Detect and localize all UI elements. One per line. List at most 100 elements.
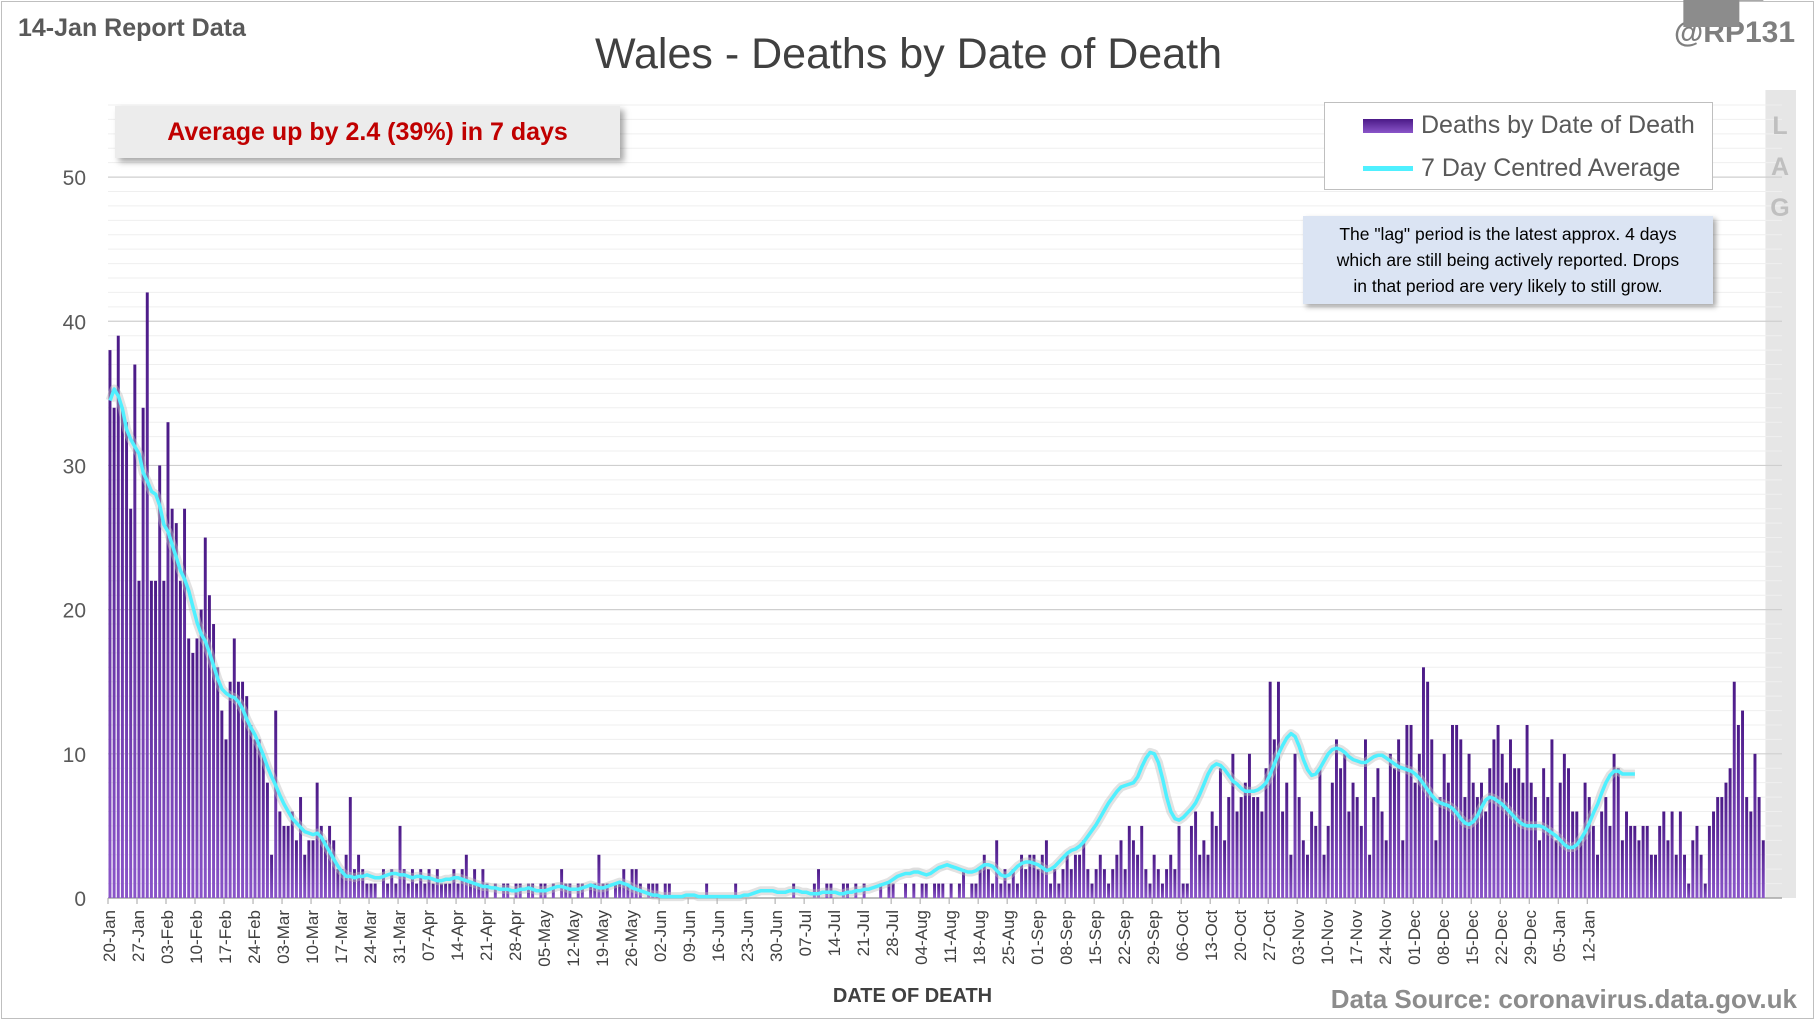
death-bar	[655, 883, 659, 898]
death-bar	[158, 465, 162, 898]
death-bar	[170, 508, 174, 898]
average-change-callout: Average up by 2.4 (39%) in 7 days	[115, 106, 620, 158]
death-bar	[1604, 797, 1608, 898]
death-bar	[1156, 869, 1160, 898]
last-average-value: 9	[1707, 0, 1716, 4]
death-bar	[560, 869, 564, 898]
death-bar	[1384, 840, 1388, 898]
death-bar	[1413, 782, 1417, 898]
x-tick-label: 08-Sep	[1057, 910, 1076, 965]
death-bar	[1165, 869, 1169, 898]
death-bar	[348, 797, 352, 898]
death-bar	[1198, 854, 1202, 898]
death-bar	[1260, 811, 1264, 898]
death-bar	[468, 883, 472, 898]
death-bar	[493, 883, 497, 898]
death-bar	[1181, 883, 1185, 898]
death-bar	[1645, 825, 1649, 898]
y-tick-label: 10	[63, 744, 86, 767]
legend-line-swatch	[1363, 166, 1413, 171]
death-bar	[1666, 840, 1670, 898]
death-bar	[1405, 724, 1409, 898]
death-bar	[1463, 797, 1467, 898]
y-tick-label: 50	[63, 167, 86, 190]
x-tick-label: 29-Sep	[1144, 910, 1163, 965]
death-bar	[1707, 825, 1711, 898]
death-bar	[410, 869, 414, 898]
x-tick-label: 10-Mar	[303, 910, 322, 964]
death-bar	[232, 638, 236, 898]
death-bar	[920, 883, 924, 898]
death-bar	[1529, 782, 1533, 898]
x-tick-label: 19-May	[593, 910, 612, 967]
death-bar	[991, 883, 995, 898]
death-bar	[1687, 883, 1691, 898]
death-bar	[1699, 854, 1703, 898]
chart-title: Wales - Deaths by Date of Death	[595, 30, 1222, 78]
death-bar	[282, 825, 286, 898]
death-bar	[1753, 753, 1757, 898]
death-bar	[448, 883, 452, 898]
death-bar	[1678, 811, 1682, 898]
death-bar	[187, 638, 191, 898]
death-bar	[1732, 681, 1736, 898]
death-bar	[982, 854, 986, 898]
death-bar	[464, 854, 468, 898]
death-bar	[1334, 739, 1338, 898]
death-bar	[1343, 753, 1347, 898]
death-bar	[162, 580, 166, 898]
x-tick-label: 24-Nov	[1376, 910, 1395, 965]
death-bar	[1641, 825, 1645, 898]
x-tick-label: 06-Oct	[1173, 910, 1192, 961]
death-bar	[1608, 825, 1612, 898]
death-bar	[311, 840, 315, 898]
death-bar	[212, 624, 216, 898]
death-bar	[1736, 724, 1740, 898]
y-tick-label: 40	[63, 311, 86, 334]
death-bar	[1272, 739, 1276, 898]
death-bar	[1351, 782, 1355, 898]
death-bar	[1202, 840, 1206, 898]
death-bar	[1745, 797, 1749, 898]
x-tick-label: 27-Oct	[1260, 910, 1279, 961]
death-bar	[1086, 869, 1090, 898]
death-bar	[1210, 811, 1214, 898]
death-bar	[589, 883, 593, 898]
death-bar	[618, 883, 622, 898]
death-bar	[1388, 753, 1392, 898]
death-bar	[1571, 811, 1575, 898]
x-tick-label: 05-Jan	[1550, 910, 1569, 962]
death-bar	[1144, 869, 1148, 898]
death-bar	[941, 883, 945, 898]
death-bar	[580, 883, 584, 898]
death-bar	[1475, 797, 1479, 898]
death-bar	[705, 883, 709, 898]
x-tick-label: 15-Sep	[1086, 910, 1105, 965]
x-tick-label: 17-Feb	[216, 910, 235, 964]
x-tick-label: 23-Jun	[738, 910, 757, 962]
death-bar	[999, 883, 1003, 898]
death-bar	[957, 883, 961, 898]
death-bar	[1314, 825, 1318, 898]
death-bar	[1538, 840, 1541, 898]
death-bar	[634, 869, 638, 898]
death-bar	[294, 840, 298, 898]
death-bar	[1036, 869, 1040, 898]
death-bar	[1567, 768, 1570, 898]
death-bar	[1612, 753, 1616, 898]
death-bar	[431, 883, 435, 898]
death-bar	[1504, 782, 1508, 898]
death-bar	[386, 883, 390, 898]
death-bar	[1160, 883, 1164, 898]
x-tick-label: 14-Jul	[825, 910, 844, 956]
death-bar	[303, 854, 307, 898]
death-bar	[1442, 753, 1446, 898]
death-bar	[423, 883, 427, 898]
death-bar	[228, 681, 232, 898]
death-bar	[435, 869, 439, 898]
x-tick-label: 22-Dec	[1492, 910, 1511, 965]
death-bar	[1480, 782, 1483, 898]
x-tick-label: 27-Jan	[129, 910, 148, 962]
death-bar	[1430, 739, 1434, 898]
